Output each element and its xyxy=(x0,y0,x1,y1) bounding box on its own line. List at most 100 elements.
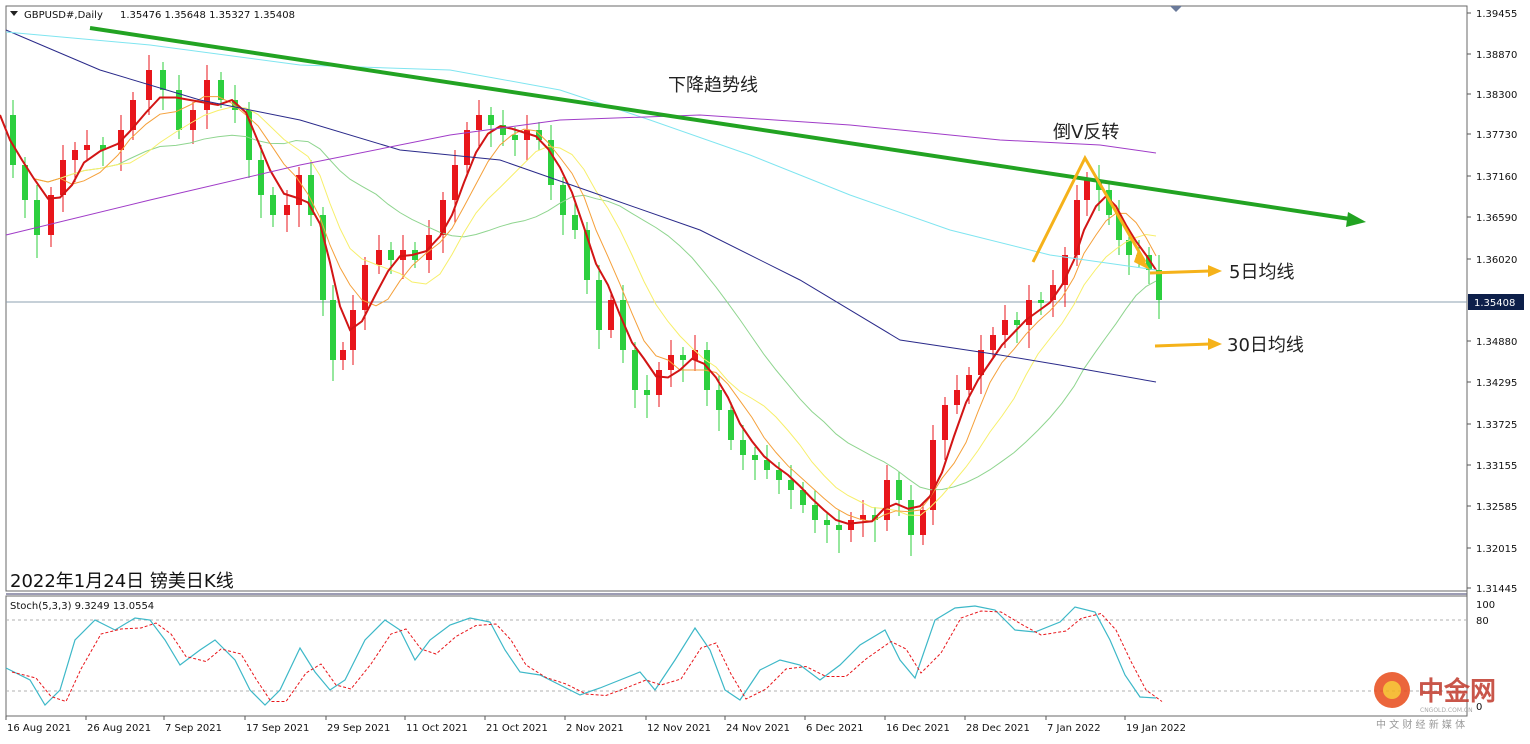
candle-body xyxy=(512,135,518,140)
candle-body xyxy=(966,375,972,390)
candle-body xyxy=(464,130,470,165)
price-tick-label: 1.36020 xyxy=(1476,255,1517,266)
date-tick-label: 12 Nov 2021 xyxy=(647,723,711,734)
candle-body xyxy=(258,160,264,195)
stoch-axis: 100 80 0 xyxy=(1476,600,1495,713)
candle-body xyxy=(190,110,196,130)
current-price-badge xyxy=(1468,294,1524,310)
stoch-header: Stoch(5,3,3) 9.3249 13.0554 xyxy=(10,601,154,612)
price-tick-label: 1.36590 xyxy=(1476,213,1517,224)
candle-body xyxy=(1146,255,1152,270)
candle-body xyxy=(1062,255,1068,285)
ma-yellow-line xyxy=(0,106,1157,517)
candle-body xyxy=(160,70,166,90)
trendline-annotation: 下降趋势线 xyxy=(668,75,758,96)
candle-body xyxy=(100,145,106,150)
candle-body xyxy=(500,125,506,135)
candle-body xyxy=(656,370,662,395)
candle-body xyxy=(920,510,926,535)
watermark-sub: 中 文 财 经 新 媒 体 xyxy=(1376,718,1465,731)
candle-body xyxy=(632,350,638,390)
date-tick-label: 2 Nov 2021 xyxy=(566,723,624,734)
candle-body xyxy=(488,115,494,125)
ma5-line xyxy=(0,96,1157,525)
ma-purple-line xyxy=(5,114,1157,236)
ma-navy-line xyxy=(5,29,1157,383)
candle-body xyxy=(716,390,722,410)
candle-body xyxy=(560,185,566,215)
date-tick-label: 29 Sep 2021 xyxy=(327,723,390,734)
symbol-label: GBPUSD#,Daily xyxy=(24,10,103,21)
chart-caption: 2022年1月24日 镑美日K线 xyxy=(10,571,234,592)
watermark-logo: 中金网 CNGOLD.COM.CN 中 文 财 经 新 媒 体 xyxy=(1374,672,1496,731)
candle-body xyxy=(812,505,818,520)
candle-body xyxy=(362,265,368,310)
candle-body xyxy=(48,195,54,235)
stoch-tick-label: 80 xyxy=(1476,616,1489,627)
stoch-tick-label: 100 xyxy=(1476,600,1495,611)
candle-body xyxy=(800,490,806,505)
candle-body xyxy=(644,390,650,395)
candle-body xyxy=(22,165,28,200)
inverted-v-arrowhead xyxy=(1134,250,1150,270)
candle-body xyxy=(776,470,782,480)
candle-body xyxy=(350,310,356,350)
shift-marker-icon[interactable] xyxy=(1170,6,1182,12)
ma5-arrow xyxy=(1149,269,1211,275)
candle-body xyxy=(620,300,626,350)
price-tick-label: 1.34295 xyxy=(1476,378,1517,389)
dropdown-triangle-icon[interactable] xyxy=(10,11,18,16)
watermark-brand: 中金网 xyxy=(1418,676,1496,707)
candle-body xyxy=(954,390,960,405)
watermark-domain: CNGOLD.COM.CN xyxy=(1420,707,1473,714)
price-tick-label: 1.32585 xyxy=(1476,502,1517,513)
candle-body xyxy=(476,115,482,130)
date-tick-label: 21 Oct 2021 xyxy=(486,723,548,734)
candle-body xyxy=(836,525,842,530)
ohlc-label: 1.35476 1.35648 1.35327 1.35408 xyxy=(120,10,295,21)
candle-body xyxy=(340,350,346,360)
candle-body xyxy=(452,165,458,200)
candle-body xyxy=(524,130,530,140)
candle-body xyxy=(270,195,276,215)
stochastic-lines xyxy=(5,605,1163,706)
price-tick-label: 1.39455 xyxy=(1476,9,1517,20)
candle-body xyxy=(930,440,936,510)
candle-body xyxy=(1050,285,1056,300)
candle-body xyxy=(1126,240,1132,255)
candle-body xyxy=(218,80,224,100)
candle-body xyxy=(10,115,16,165)
stoch-k-line xyxy=(5,605,1157,706)
candle-body xyxy=(848,520,854,530)
price-tick-label: 1.34880 xyxy=(1476,337,1517,348)
moving-averages xyxy=(0,29,1157,525)
candle-body xyxy=(692,350,698,360)
candle-body xyxy=(1084,180,1090,200)
candlesticks xyxy=(10,55,1162,556)
candle-body xyxy=(1116,215,1122,240)
candle-body xyxy=(84,145,90,150)
date-tick-label: 26 Aug 2021 xyxy=(87,723,151,734)
candle-body xyxy=(824,520,830,525)
candle-body xyxy=(296,175,302,205)
candle-body xyxy=(1038,300,1044,303)
candle-body xyxy=(1074,200,1080,255)
stoch-tick-label: 0 xyxy=(1476,702,1482,713)
candle-body xyxy=(680,355,686,360)
price-tick-label: 1.37730 xyxy=(1476,130,1517,141)
candle-body xyxy=(72,150,78,160)
candle-body xyxy=(990,335,996,350)
candle-body xyxy=(308,175,314,215)
date-axis: 16 Aug 2021 26 Aug 2021 7 Sep 2021 17 Sep 2… xyxy=(5,716,1186,734)
candle-body xyxy=(1026,300,1032,325)
watermark-emblem-inner-icon xyxy=(1383,681,1401,699)
candle-body xyxy=(752,455,758,460)
candle-body xyxy=(204,80,210,110)
downtrend-arrowhead xyxy=(1346,212,1366,227)
date-tick-label: 7 Sep 2021 xyxy=(165,723,222,734)
candle-body xyxy=(440,200,446,235)
current-price-label: 1.35408 xyxy=(1474,298,1515,309)
date-tick-label: 17 Sep 2021 xyxy=(246,723,309,734)
ma30-arrowhead xyxy=(1208,338,1222,350)
candle-body xyxy=(788,480,794,490)
